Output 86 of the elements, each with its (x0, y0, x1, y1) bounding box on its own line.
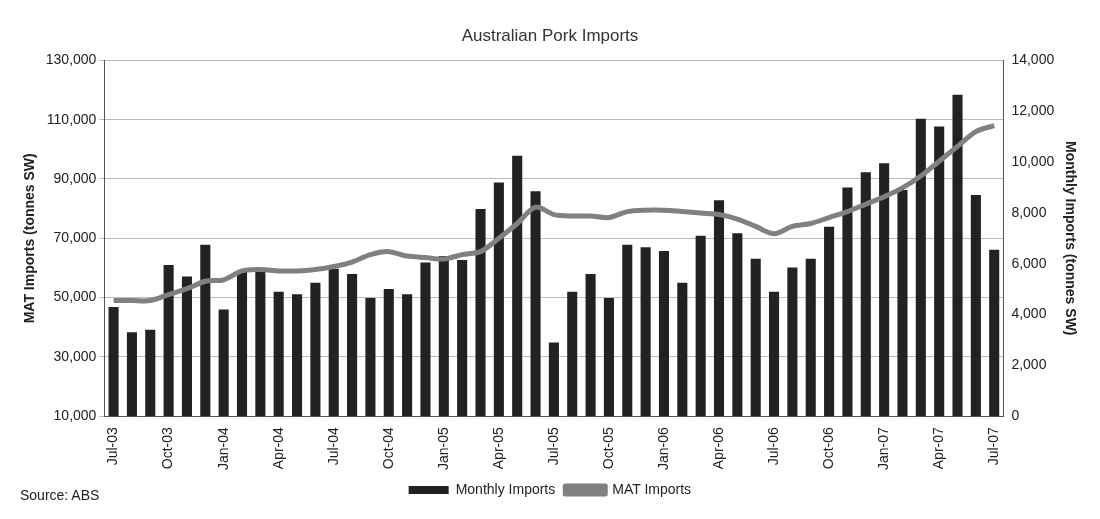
bar (732, 233, 743, 417)
bar (310, 282, 321, 417)
legend-label: Monthly Imports (455, 480, 556, 497)
bar (402, 294, 413, 417)
x-tick-label: Jul-03 (104, 426, 121, 466)
bar (145, 329, 156, 417)
x-tick-label: Jan-05 (434, 426, 451, 471)
bar (438, 256, 449, 417)
y2-tick-label: 10,000 (1011, 152, 1055, 169)
x-tick-label: Jul-04 (324, 426, 341, 466)
bar (457, 259, 468, 417)
bar (292, 294, 303, 417)
y2-tick-label: 8,000 (1011, 203, 1047, 220)
bar (603, 298, 614, 417)
y-tick-label: 90,000 (53, 169, 97, 186)
bar (567, 291, 578, 417)
y-tick-label: 130,000 (45, 51, 97, 68)
bar (126, 332, 137, 417)
bar (952, 94, 963, 417)
bar (493, 182, 504, 417)
bar (713, 200, 725, 417)
bar (658, 251, 670, 417)
x-tick-label: Jul-07 (985, 426, 1002, 466)
x-tick-label: Apr-06 (709, 426, 726, 470)
y-tick-label: 30,000 (53, 347, 97, 364)
x-tick-label: Jan-04 (214, 426, 231, 471)
x-tick-label: Oct-05 (599, 426, 616, 470)
bar (879, 163, 890, 417)
bar (860, 172, 871, 417)
bar (218, 309, 229, 417)
bar (200, 244, 211, 417)
y2-tick-label: 4,000 (1011, 305, 1047, 322)
x-tick-label: Jan-06 (654, 426, 671, 471)
y-tick-label: 70,000 (53, 229, 97, 246)
bar (347, 273, 358, 417)
legend-label: MAT Imports (612, 480, 692, 497)
bar (512, 155, 523, 417)
bar (530, 191, 541, 417)
y2-tick-label: 0 (1011, 407, 1020, 424)
bar (640, 247, 651, 417)
x-tick-label: Apr-04 (269, 426, 286, 470)
y2-tick-label: 14,000 (1011, 51, 1055, 68)
bar (677, 282, 688, 417)
bar (548, 342, 559, 417)
bar (273, 291, 284, 417)
bar (236, 271, 248, 417)
bar (769, 291, 780, 417)
x-tick-label: Oct-06 (819, 426, 836, 470)
y2-axis-title: Monthly Imports (tonnes SW) (1062, 141, 1079, 336)
x-tick-label: Jul-05 (544, 426, 561, 466)
y-tick-label: 110,000 (46, 110, 97, 127)
bar (989, 249, 1000, 417)
bar (915, 118, 926, 417)
bar (805, 258, 816, 417)
bar (328, 268, 339, 417)
bar (622, 244, 633, 417)
bar (181, 276, 193, 417)
bar (970, 195, 981, 417)
bar (383, 289, 394, 417)
x-tick-label: Apr-07 (930, 426, 947, 470)
y-axis-title: MAT Imports (tonnes SW) (21, 153, 38, 324)
bar (108, 306, 119, 417)
x-tick-label: Apr-05 (489, 426, 506, 470)
x-tick-label: Oct-03 (159, 426, 176, 470)
y2-tick-label: 6,000 (1011, 254, 1047, 271)
x-tick-label: Jan-07 (874, 426, 891, 471)
bar (420, 262, 431, 417)
bar (585, 273, 596, 417)
y-tick-label: 10,000 (53, 407, 97, 424)
bar (934, 126, 945, 417)
y2-tick-label: 2,000 (1011, 356, 1047, 373)
y-tick-label: 50,000 (53, 288, 97, 305)
source-note: Source: ABS (20, 486, 100, 503)
bar (475, 209, 486, 417)
bar (750, 258, 761, 417)
bar (163, 264, 174, 417)
x-tick-label: Jul-06 (764, 426, 781, 466)
x-tick-label: Oct-04 (379, 426, 396, 470)
bar (842, 187, 853, 417)
bar (365, 298, 376, 417)
bar (695, 235, 706, 417)
bar (824, 226, 835, 417)
bar (897, 190, 908, 417)
y2-tick-label: 12,000 (1011, 102, 1055, 119)
bar (787, 267, 798, 417)
chart-title: Australian Pork Imports (461, 25, 639, 45)
